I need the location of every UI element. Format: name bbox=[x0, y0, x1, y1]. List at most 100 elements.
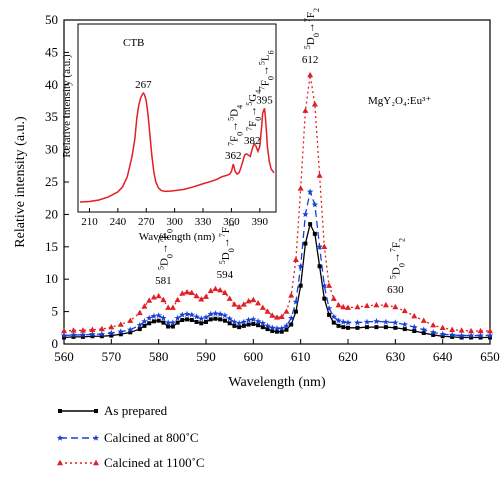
data-point bbox=[298, 283, 303, 288]
legend: As prepared Calcined at 800˚C Calcined at … bbox=[56, 403, 205, 470]
data-point bbox=[235, 319, 243, 327]
data-point bbox=[275, 329, 279, 334]
data-point bbox=[278, 313, 285, 319]
data-point bbox=[354, 303, 361, 310]
series-line bbox=[63, 222, 490, 339]
data-point bbox=[374, 325, 379, 330]
series-layer bbox=[60, 71, 494, 340]
data-point bbox=[246, 322, 251, 327]
data-point bbox=[89, 326, 96, 332]
y-tick-label: 40 bbox=[45, 77, 58, 92]
data-point bbox=[259, 319, 267, 327]
inset-peak-transition-label: 7F0→5G4 bbox=[245, 90, 263, 131]
data-point bbox=[273, 325, 281, 332]
data-point bbox=[146, 297, 153, 303]
series-line bbox=[63, 189, 490, 337]
x-tick-label: 600 bbox=[244, 349, 264, 364]
y-axis-label: Relative intensity (a.u.) bbox=[13, 116, 28, 248]
inset-y-axis-label: Relative intensity (a.u.) bbox=[61, 54, 73, 158]
data-point bbox=[169, 319, 177, 326]
data-point bbox=[179, 290, 186, 296]
data-point bbox=[236, 303, 243, 310]
data-point bbox=[340, 318, 347, 325]
data-point bbox=[80, 334, 85, 339]
data-point bbox=[127, 317, 134, 323]
data-point bbox=[288, 292, 295, 298]
data-point bbox=[141, 303, 148, 309]
data-point bbox=[237, 325, 242, 330]
data-point bbox=[99, 334, 104, 339]
data-point bbox=[307, 71, 314, 78]
data-point bbox=[278, 325, 285, 332]
legend-swatch-marker bbox=[92, 434, 100, 441]
data-point bbox=[175, 320, 180, 325]
data-point bbox=[232, 323, 237, 328]
legend-swatch-marker bbox=[57, 459, 63, 466]
data-point bbox=[448, 331, 456, 338]
data-point bbox=[150, 294, 157, 300]
data-point bbox=[199, 321, 204, 326]
legend-swatch-marker bbox=[56, 434, 64, 441]
data-point bbox=[420, 326, 427, 333]
data-point bbox=[207, 310, 214, 317]
sample-label: MgY₂O₄:Eu³⁺ bbox=[368, 95, 431, 107]
data-point bbox=[218, 317, 223, 322]
data-point bbox=[193, 313, 200, 320]
data-point bbox=[449, 326, 456, 332]
data-point bbox=[355, 325, 360, 330]
data-point bbox=[284, 327, 289, 332]
data-point bbox=[166, 324, 171, 329]
data-point bbox=[270, 329, 275, 334]
data-point bbox=[401, 321, 409, 328]
data-point bbox=[109, 333, 114, 338]
data-point bbox=[164, 319, 172, 326]
data-point bbox=[325, 304, 333, 312]
data-point bbox=[279, 329, 284, 334]
data-point bbox=[311, 101, 318, 107]
data-point bbox=[477, 327, 484, 334]
y-tick-label: 5 bbox=[52, 304, 59, 319]
data-point bbox=[392, 319, 399, 326]
legend-label: As prepared bbox=[104, 403, 168, 418]
data-point bbox=[180, 318, 185, 323]
data-point bbox=[179, 311, 186, 318]
data-point bbox=[327, 312, 332, 317]
data-point bbox=[174, 314, 181, 321]
inset-x-tick-label: 300 bbox=[166, 216, 183, 228]
legend-swatch-marker bbox=[58, 409, 62, 413]
main-axes: 560 570 580 590 600 610 620 630 640 650 0 5 10 15 20 25… bbox=[45, 12, 500, 364]
data-point bbox=[287, 314, 295, 321]
x-tick-label: 590 bbox=[196, 349, 216, 364]
data-point bbox=[156, 318, 161, 323]
data-point bbox=[420, 317, 427, 323]
data-point bbox=[108, 329, 115, 336]
y-tick-label: 15 bbox=[45, 239, 58, 254]
peak-value-label: 630 bbox=[387, 284, 404, 296]
data-point bbox=[136, 309, 143, 316]
data-point bbox=[118, 332, 123, 337]
data-point bbox=[231, 318, 238, 325]
data-point bbox=[373, 317, 380, 325]
data-point bbox=[226, 295, 233, 301]
data-point bbox=[198, 296, 205, 302]
main-plot: 560 570 580 590 600 610 620 630 640 650 0 5 10 15 20 25… bbox=[13, 8, 500, 390]
data-point bbox=[251, 321, 256, 326]
inset-peak-transition-label: 7F0→5D4 bbox=[226, 105, 244, 146]
data-point bbox=[70, 327, 77, 333]
data-point bbox=[61, 327, 67, 334]
data-point bbox=[459, 335, 464, 340]
data-point bbox=[382, 318, 390, 325]
peak-value-label: 612 bbox=[302, 54, 319, 66]
data-point bbox=[345, 304, 351, 310]
inset-axes: 210 240 270 300 330 360 390 bbox=[81, 208, 269, 228]
data-point bbox=[477, 332, 484, 339]
data-point bbox=[341, 325, 346, 330]
data-point bbox=[169, 304, 176, 310]
data-point bbox=[297, 185, 304, 191]
data-point bbox=[240, 318, 248, 325]
data-point bbox=[383, 325, 388, 330]
data-point bbox=[128, 330, 133, 335]
data-point bbox=[316, 243, 323, 250]
data-point bbox=[204, 319, 208, 324]
